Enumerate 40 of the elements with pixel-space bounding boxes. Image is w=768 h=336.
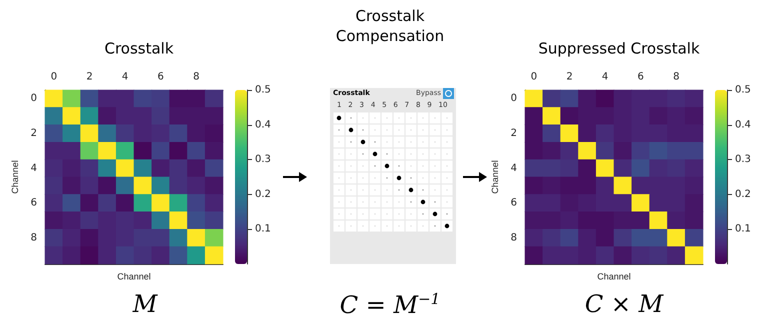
color-bar-label: 0.2 (735, 188, 751, 200)
y-tick-label: 0 (510, 93, 517, 104)
color-bar-label: 0.4 (255, 119, 271, 130)
color-bar-label: 0.3 (735, 154, 751, 166)
chart-title: Suppressed Crosstalk (538, 40, 700, 58)
y-tick-label: 2 (510, 128, 517, 139)
color-bar-label: 0.5 (255, 84, 271, 96)
y-tick-label: 6 (510, 198, 517, 209)
y-tick-label: 8 (30, 232, 37, 244)
x-tick-label: 8 (193, 72, 200, 82)
x-tick-label: 6 (638, 72, 644, 82)
y-tick-label: 4 (510, 162, 517, 174)
chart-title: Crosstalk (104, 40, 174, 58)
color-bar-label: 0.2 (255, 188, 271, 200)
x-axis-title: Channel (117, 272, 151, 282)
y-tick-label: 4 (30, 162, 37, 174)
color-bar-label: 0.3 (255, 154, 271, 166)
color-bar-label: 0.1 (255, 224, 271, 235)
color-bar-label: 0.4 (735, 119, 751, 130)
x-tick-label: 4 (602, 72, 608, 82)
text: M (132, 290, 159, 318)
x-tick-label: 2 (566, 72, 573, 82)
y-tick-label: 0 (30, 93, 37, 104)
x-tick-label: 0 (530, 72, 538, 82)
x-tick-label: 4 (122, 72, 128, 82)
text: C = M$^{−1}$ (338, 290, 442, 319)
y-tick-label: 8 (510, 232, 517, 244)
x-tick-label: 6 (158, 72, 164, 82)
text: C × M (584, 290, 665, 318)
y-tick-label: 6 (30, 198, 37, 209)
y-tick-label: 2 (30, 128, 37, 139)
x-tick-label: 8 (673, 72, 680, 82)
y-axis-title: Channel (490, 160, 500, 194)
x-tick-label: 2 (86, 72, 93, 82)
color-bar-label: 0.5 (735, 84, 751, 96)
color-bar-label: 0.1 (735, 224, 751, 235)
text: Crosstalk Compensation (334, 6, 446, 46)
y-axis-title: Channel (10, 160, 20, 194)
x-tick-label: 0 (50, 72, 58, 82)
x-axis-title: Channel (597, 272, 631, 282)
